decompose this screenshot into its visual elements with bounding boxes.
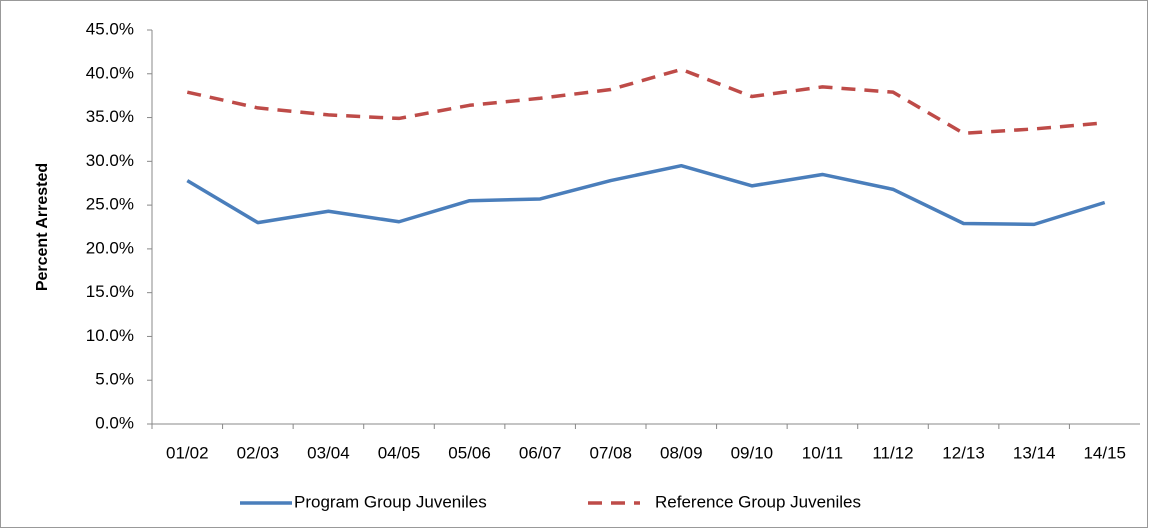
y-tick-label: 45.0% xyxy=(86,19,134,38)
x-tick-label: 06/07 xyxy=(519,443,562,462)
x-tick-label: 09/10 xyxy=(731,443,774,462)
y-tick-label: 25.0% xyxy=(86,195,134,214)
y-tick-label: 10.0% xyxy=(86,326,134,345)
x-tick-label: 14/15 xyxy=(1083,443,1126,462)
x-tick-label: 07/08 xyxy=(589,443,632,462)
y-tick-label: 30.0% xyxy=(86,151,134,170)
x-tick-label: 11/12 xyxy=(872,443,913,462)
y-tick-label: 40.0% xyxy=(86,63,134,82)
y-tick-label: 35.0% xyxy=(86,107,134,126)
legend-label: Reference Group Juveniles xyxy=(655,492,861,511)
y-tick-label: 20.0% xyxy=(86,238,134,257)
x-tick-label: 03/04 xyxy=(307,443,350,462)
series-line xyxy=(186,67,1105,136)
legend-label: Program Group Juveniles xyxy=(294,492,487,511)
x-tick-label: 10/11 xyxy=(802,443,843,462)
y-axis-label: Percent Arrested xyxy=(34,163,51,291)
x-tick-label: 12/13 xyxy=(942,443,985,462)
y-tick-label: 15.0% xyxy=(86,282,134,301)
x-tick-label: 13/14 xyxy=(1013,443,1056,462)
x-tick-label: 04/05 xyxy=(378,443,421,462)
y-tick-label: 0.0% xyxy=(95,413,134,432)
x-tick-label: 05/06 xyxy=(448,443,491,462)
x-tick-label: 01/02 xyxy=(166,443,209,462)
series-line xyxy=(186,163,1106,227)
x-tick-label: 08/09 xyxy=(660,443,703,462)
y-tick-label: 5.0% xyxy=(95,370,134,389)
x-tick-label: 02/03 xyxy=(237,443,280,462)
